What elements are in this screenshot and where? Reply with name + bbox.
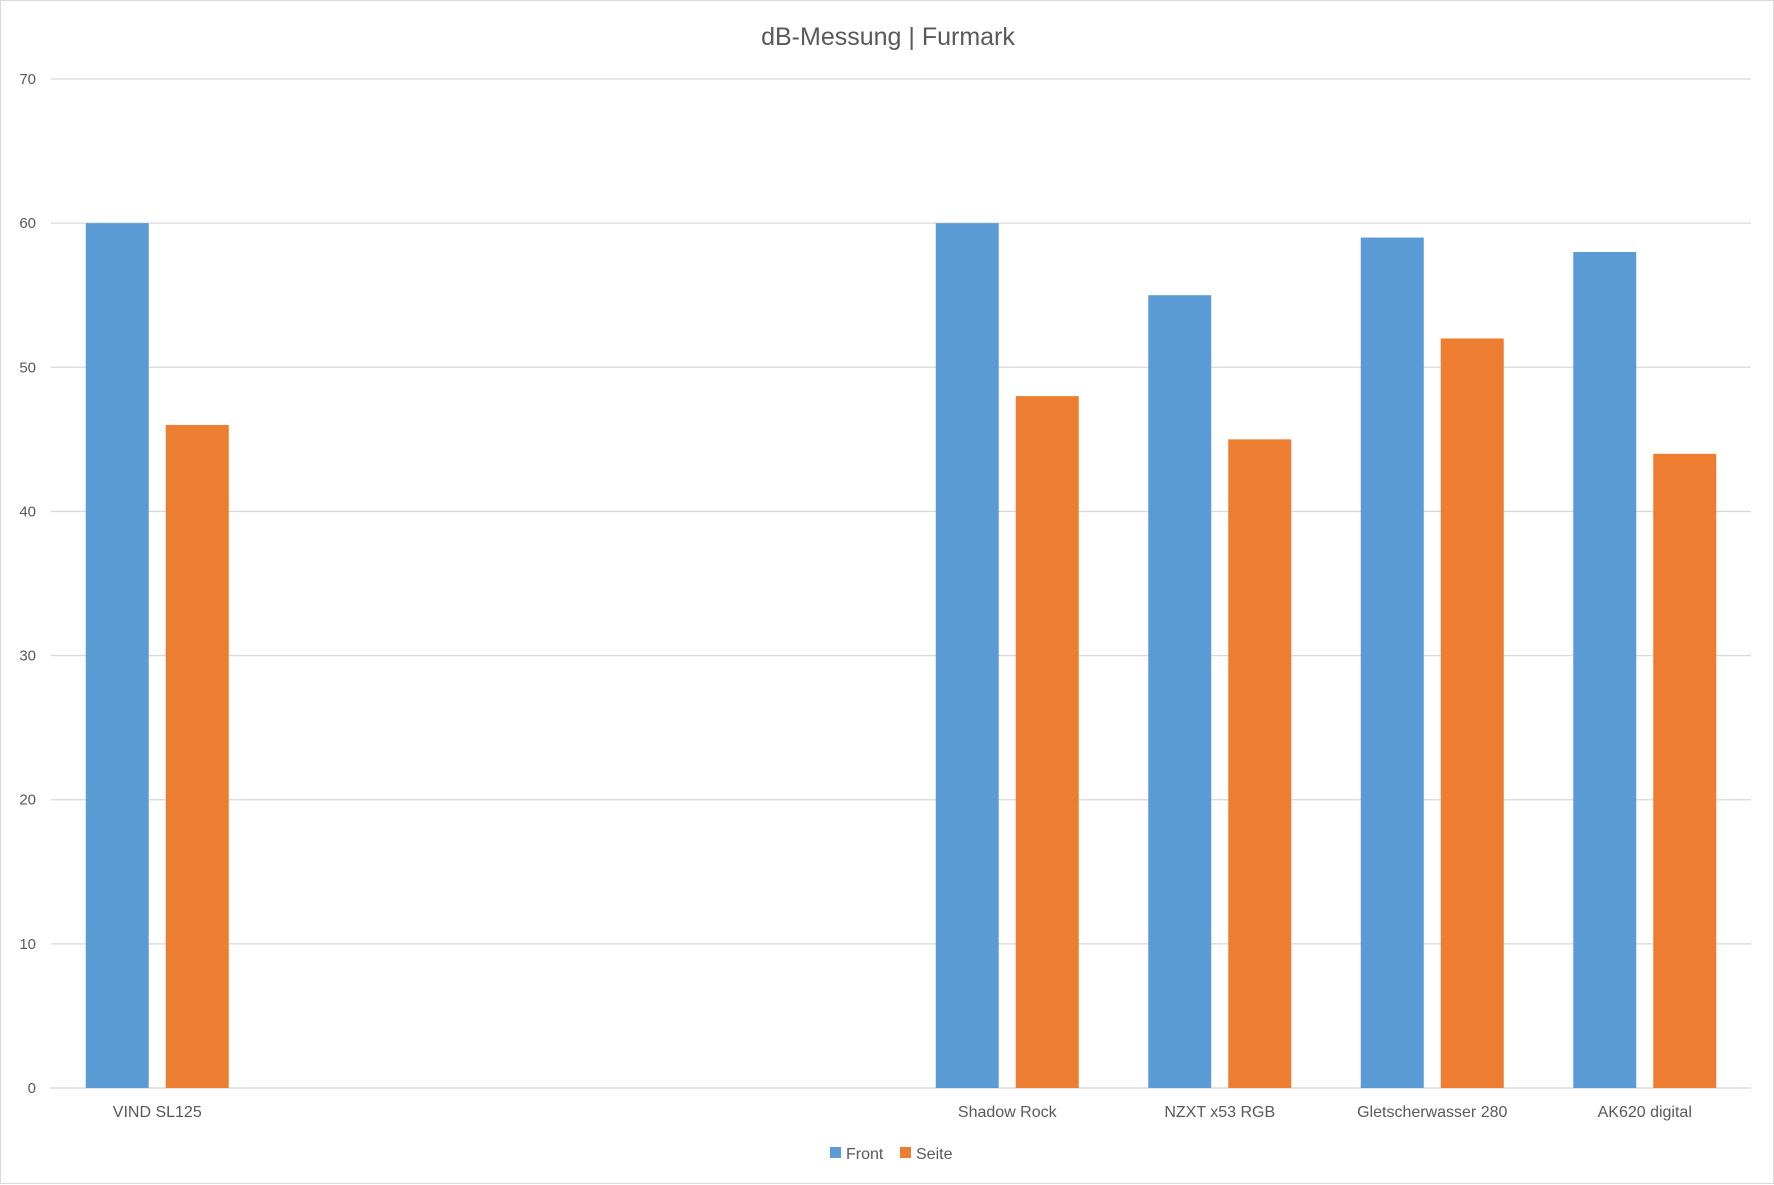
y-tick-label: 40 [19,503,36,520]
bar-front-0 [85,223,149,1089]
gridlines [51,78,1751,1089]
x-axis-labels: VIND SL125 Shadow Rock NZXT x53 RGB Gletsch… [113,1104,1692,1121]
y-tick-label: 50 [19,359,36,376]
y-axis-ticks: 0 10 20 30 40 50 60 70 [19,71,36,1097]
legend-swatch-seite [900,1147,911,1158]
y-tick-label: 70 [19,71,36,88]
bars [85,223,1717,1089]
chart-title: dB-Messung | Furmark [761,23,1015,51]
legend: Front Seite [830,1146,953,1163]
bar-seite-5 [1228,439,1292,1088]
x-tick-label: Shadow Rock [958,1104,1058,1121]
bar-seite-7 [1653,453,1717,1088]
legend-swatch-front [830,1147,841,1158]
bar-seite-6 [1440,338,1504,1088]
y-tick-label: 0 [28,1080,36,1097]
bar-front-6 [1360,237,1424,1089]
bar-seite-4 [1015,396,1079,1089]
x-tick-label: Gletscherwasser 280 [1357,1104,1507,1121]
x-tick-label: NZXT x53 RGB [1164,1104,1275,1121]
x-tick-label: AK620 digital [1598,1104,1692,1121]
legend-label-seite: Seite [916,1146,953,1163]
y-tick-label: 60 [19,215,36,232]
bar-front-5 [1148,295,1212,1088]
y-tick-label: 20 [19,792,36,809]
bar-seite-0 [165,424,229,1088]
bar-front-7 [1573,251,1637,1088]
y-tick-label: 10 [19,936,36,953]
x-tick-label: VIND SL125 [113,1104,202,1121]
bar-front-4 [935,223,999,1089]
legend-label-front: Front [846,1146,884,1163]
y-tick-label: 30 [19,648,36,665]
